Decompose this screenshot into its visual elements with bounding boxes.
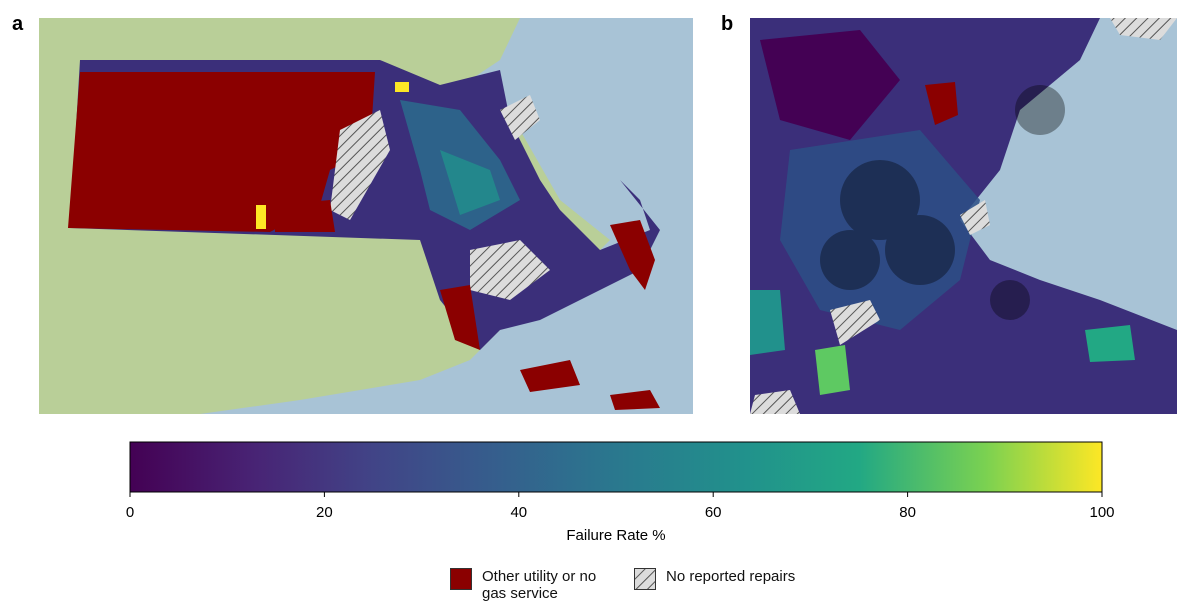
tick-label: 60	[705, 504, 722, 521]
page: {"panels": [{"label": "a"}, {"label": "b…	[0, 0, 1177, 603]
tick-label: 100	[1089, 504, 1114, 521]
map-a	[39, 18, 693, 414]
tick-label: 0	[126, 504, 134, 521]
legend-item: No reported repairs	[634, 568, 806, 602]
colorbar-label: Failure Rate %	[566, 527, 665, 544]
legend-label: Other utility or no gas service	[482, 568, 622, 602]
legend-item: Other utility or no gas service	[450, 568, 622, 602]
map-b	[750, 18, 1177, 414]
tick-label: 40	[510, 504, 527, 521]
panel-label: a	[12, 13, 24, 35]
colorbar	[130, 442, 1102, 492]
panel-label: b	[721, 13, 733, 35]
tick-label: 80	[899, 504, 916, 521]
figure: a b Failure Rate % 0 20 40 60 80 100	[0, 0, 1177, 603]
legend: Other utility or no gas service No repor…	[450, 568, 806, 602]
legend-label: No reported repairs	[666, 568, 806, 585]
tick-label: 20	[316, 504, 333, 521]
legend-swatch	[450, 568, 472, 590]
legend-swatch	[634, 568, 656, 590]
